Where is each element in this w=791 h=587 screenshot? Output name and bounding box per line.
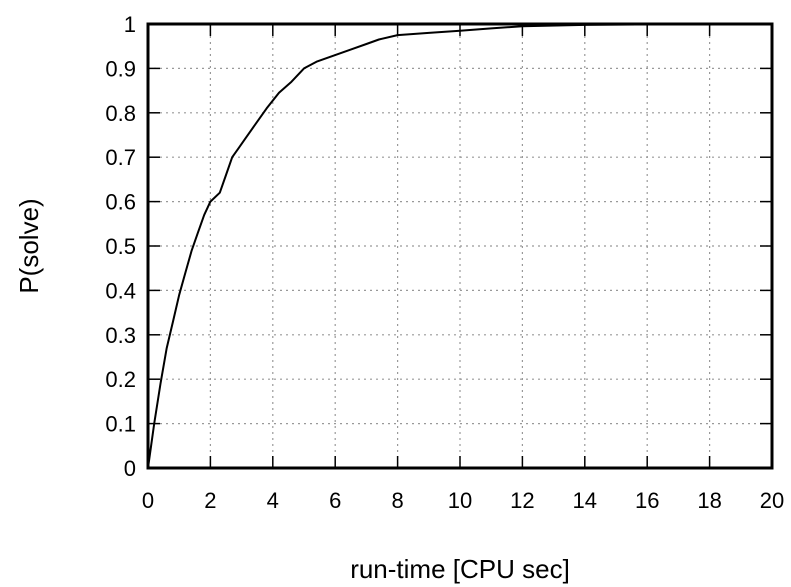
y-tick-label: 0.8 — [105, 101, 136, 126]
y-tick-label: 0.7 — [105, 145, 136, 170]
x-tick-label: 6 — [329, 488, 341, 513]
y-axis-label: P(solve) — [14, 198, 44, 293]
x-tick-label: 2 — [204, 488, 216, 513]
x-tick-label: 16 — [635, 488, 659, 513]
grid — [148, 24, 772, 468]
plot-frame — [146, 22, 774, 470]
x-tick-label: 0 — [142, 488, 154, 513]
y-tick-label: 0.9 — [105, 56, 136, 81]
x-tick-label: 4 — [267, 488, 279, 513]
y-tick-label: 0.2 — [105, 367, 136, 392]
y-tick-label: 0.1 — [105, 412, 136, 437]
x-tick-label: 8 — [391, 488, 403, 513]
x-axis-label: run-time [CPU sec] — [350, 554, 570, 584]
x-tick-label: 18 — [697, 488, 721, 513]
y-tick-label: 1 — [124, 12, 136, 37]
x-tick-labels: 0 2 4 6 8 10 12 14 16 18 20 — [142, 488, 784, 513]
y-tick-labels: 0 0.1 0.2 0.3 0.4 0.5 0.6 0.7 0.8 0.9 1 — [105, 12, 136, 481]
y-tick-label: 0.4 — [105, 278, 136, 303]
x-tick-label: 10 — [448, 488, 472, 513]
y-tick-label: 0 — [124, 456, 136, 481]
x-tick-label: 14 — [573, 488, 597, 513]
series-group — [147, 23, 773, 469]
series-line — [147, 23, 773, 469]
y-tick-label: 0.3 — [105, 323, 136, 348]
y-tick-label: 0.6 — [105, 190, 136, 215]
x-tick-label: 12 — [510, 488, 534, 513]
y-tick-label: 0.5 — [105, 234, 136, 259]
x-tick-label: 20 — [760, 488, 784, 513]
